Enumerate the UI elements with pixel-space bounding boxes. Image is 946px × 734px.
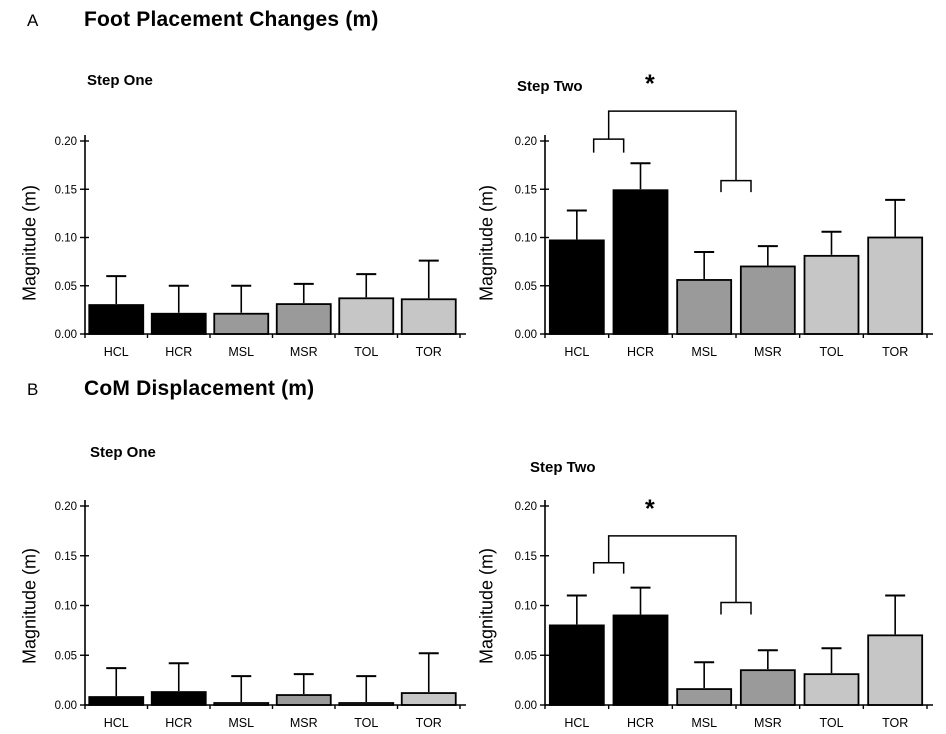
y-tick-label: 0.10: [515, 601, 537, 613]
bar-HCR: [612, 614, 669, 706]
x-category-label-MSR: MSR: [290, 716, 318, 730]
bar-MSR: [739, 669, 796, 706]
chart-b-step-one-title: Step One: [90, 444, 156, 461]
bar-MSR: [275, 303, 332, 335]
bar-TOL: [338, 297, 395, 335]
y-tick-label: 0.20: [55, 136, 77, 148]
x-category-label-TOR: TOR: [882, 716, 908, 730]
y-tick-label: 0.10: [515, 233, 537, 245]
bar-HCL: [88, 304, 145, 335]
x-category-label-HCR: HCR: [627, 345, 654, 359]
bar-MSL: [213, 312, 270, 335]
x-category-label-MSR: MSR: [754, 345, 782, 359]
x-category-label-TOL: TOL: [354, 716, 378, 730]
y-tick-label: 0.20: [515, 136, 537, 148]
bar-TOR: [867, 634, 924, 706]
bar-TOR: [867, 236, 924, 335]
bar-HCL: [548, 624, 605, 706]
y-tick-label: 0.00: [515, 700, 537, 712]
bar-MSL: [676, 688, 733, 706]
y-tick-label: 0.20: [55, 501, 77, 513]
x-category-label-MSL: MSL: [228, 345, 254, 359]
significance-star-b: *: [645, 495, 655, 523]
bar-TOL: [803, 673, 860, 706]
x-category-label-HCL: HCL: [104, 345, 129, 359]
x-category-label-HCR: HCR: [165, 716, 192, 730]
bar-TOR: [400, 298, 457, 335]
y-tick-label: 0.15: [515, 551, 537, 563]
y-tick-label: 0.00: [55, 700, 77, 712]
y-tick-label: 0.15: [515, 184, 537, 196]
y-tick-label: 0.10: [55, 601, 77, 613]
x-category-label-TOR: TOR: [882, 345, 908, 359]
y-tick-label: 0.05: [55, 281, 77, 293]
y-tick-label: 0.05: [515, 281, 537, 293]
panel-b-title: CoM Displacement (m): [84, 377, 315, 400]
bar-MSR: [739, 265, 796, 335]
x-category-label-TOL: TOL: [354, 345, 378, 359]
x-category-label-MSL: MSL: [228, 716, 254, 730]
chart-a-step-two-title: Step Two: [517, 78, 583, 95]
bar-HCR: [150, 691, 207, 706]
x-category-label-TOL: TOL: [819, 345, 843, 359]
panel-a-letter: A: [27, 11, 39, 30]
x-category-label-HCL: HCL: [564, 716, 589, 730]
y-tick-label: 0.00: [55, 329, 77, 341]
chart-b-step-two-title: Step Two: [530, 459, 596, 476]
x-category-label-MSR: MSR: [290, 345, 318, 359]
y-tick-label: 0.10: [55, 233, 77, 245]
x-category-label-HCL: HCL: [104, 716, 129, 730]
panel-b-letter: B: [27, 380, 39, 399]
bar-MSR: [275, 694, 332, 706]
x-category-label-TOL: TOL: [819, 716, 843, 730]
panel-a-title: Foot Placement Changes (m): [84, 8, 379, 31]
plot-a-step-two: HCL HCR MSL MSR TOL TOR 0.00 0.05 0.10 0.15 0.20: [515, 110, 933, 359]
bar-TOL: [803, 254, 860, 335]
y-tick-label: 0.05: [515, 650, 537, 662]
x-category-label-MSL: MSL: [691, 345, 717, 359]
bar-MSL: [676, 279, 733, 335]
x-category-label-TOR: TOR: [416, 716, 442, 730]
bar-HCR: [150, 312, 207, 335]
chart-a-step-one-title: Step One: [87, 72, 153, 89]
plot-b-step-one: HCL HCR MSL MSR TOL TOR 0.00 0.05 0.10 0.15 0.20: [55, 500, 466, 730]
plot-a-step-one: HCL HCR MSL MSR TOL TOR 0.00 0.05 0.10 0.15 0.20: [55, 135, 466, 359]
y-tick-label: 0.15: [55, 551, 77, 563]
x-category-label-TOR: TOR: [416, 345, 442, 359]
bar-HCR: [612, 189, 669, 335]
x-category-label-HCR: HCR: [627, 716, 654, 730]
significance-star-a: *: [645, 70, 655, 98]
y-tick-label: 0.00: [515, 329, 537, 341]
x-category-label-HCR: HCR: [165, 345, 192, 359]
bar-HCL: [88, 696, 145, 706]
y-tick-label: 0.15: [55, 184, 77, 196]
y-tick-label: 0.05: [55, 650, 77, 662]
bar-HCL: [548, 239, 605, 335]
x-category-label-MSR: MSR: [754, 716, 782, 730]
significance-bracket: [592, 110, 752, 193]
x-category-label-MSL: MSL: [691, 716, 717, 730]
bar-TOR: [400, 692, 457, 706]
y-tick-label: 0.20: [515, 501, 537, 513]
significance-bracket: [592, 535, 752, 615]
plot-b-step-two: HCL HCR MSL MSR TOL TOR 0.00 0.05 0.10 0.15 0.20: [515, 500, 933, 730]
x-category-label-HCL: HCL: [564, 345, 589, 359]
